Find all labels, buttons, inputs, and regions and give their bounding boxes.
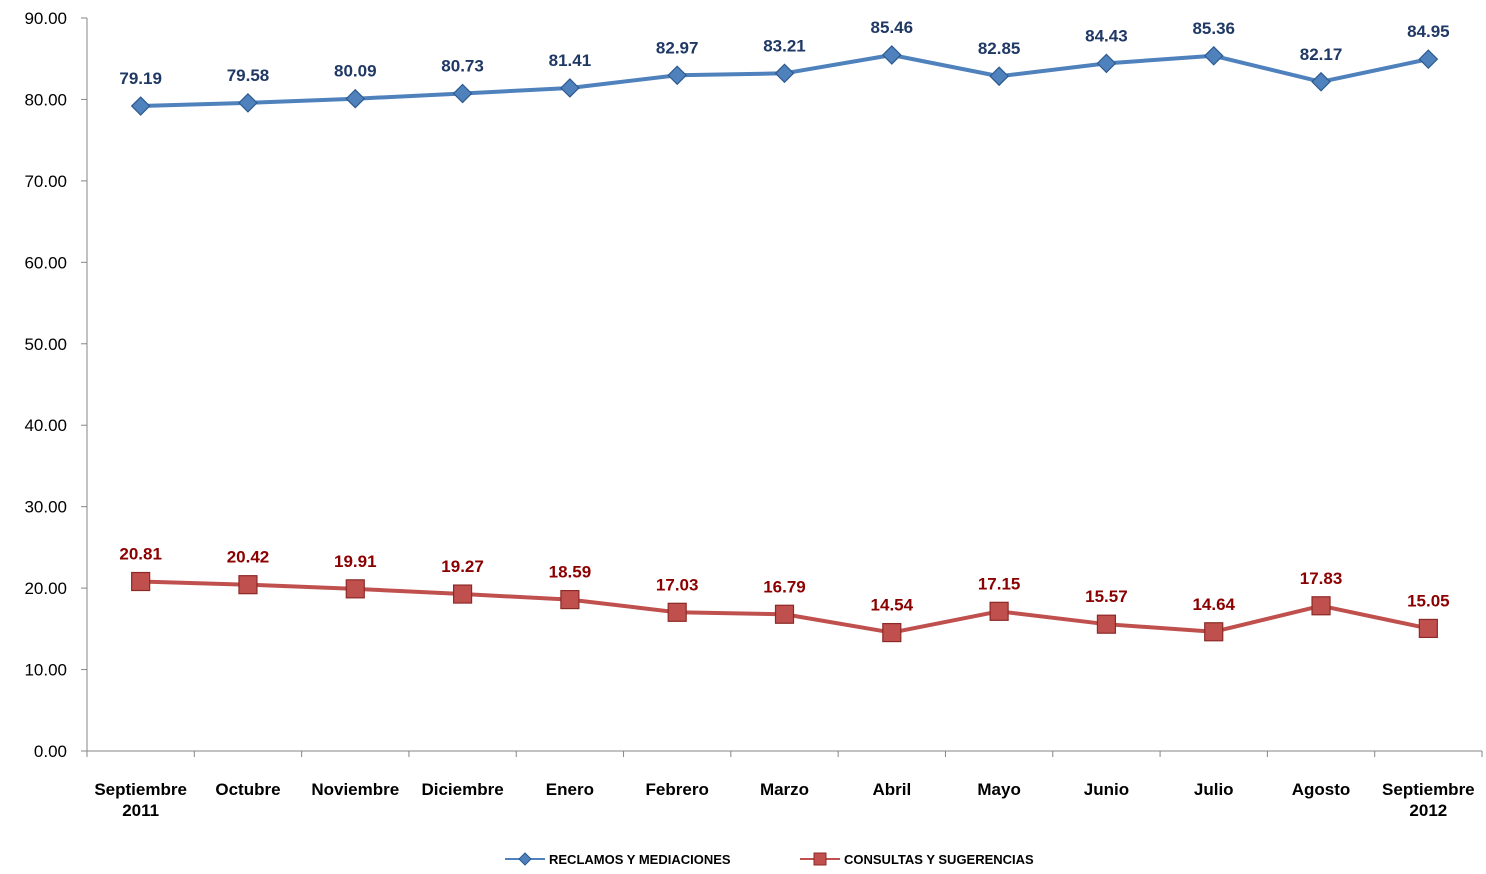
x-tick-label: Junio	[1084, 780, 1129, 799]
data-label: 14.54	[871, 596, 914, 615]
y-tick-label: 0.00	[34, 742, 67, 761]
data-label: 16.79	[763, 577, 806, 596]
data-label: 15.05	[1407, 591, 1450, 610]
y-tick-label: 60.00	[24, 253, 67, 272]
data-label: 81.41	[549, 51, 592, 70]
data-label: 79.19	[119, 69, 162, 88]
data-label: 84.43	[1085, 26, 1128, 45]
data-point	[881, 45, 902, 65]
x-tick-label: Diciembre	[421, 780, 503, 799]
axes: 0.00 10.00 20.00 30.00 40.00 50.00 60.00 70.00 8…	[24, 9, 1483, 820]
x-tick-label: Octubre	[215, 780, 280, 799]
x-tick-label: Abril	[872, 780, 911, 799]
data-label: 19.27	[441, 557, 484, 576]
data-point	[1311, 596, 1331, 616]
data-point	[345, 88, 366, 109]
x-tick-label: Julio	[1194, 780, 1234, 799]
data-label: 83.21	[763, 36, 806, 55]
data-point	[1204, 622, 1224, 642]
data-label: 17.03	[656, 575, 699, 594]
legend-label: CONSULTAS Y SUGERENCIAS	[844, 852, 1034, 867]
data-point	[667, 602, 687, 622]
data-point	[131, 571, 151, 592]
x-tick-label: Enero	[546, 780, 594, 799]
series-layer: 79.19 79.58 80.09 80.73 81.41 82.97 83.21 85.46…	[119, 18, 1450, 643]
x-tick-label: Marzo	[760, 780, 809, 799]
data-label: 82.97	[656, 38, 699, 57]
data-label: 15.57	[1085, 587, 1128, 606]
data-label: 84.95	[1407, 22, 1450, 41]
data-point	[989, 66, 1009, 87]
x-tick-label: Mayo	[977, 780, 1020, 799]
legend-entry: RECLAMOS Y MEDIACIONES	[505, 852, 731, 867]
data-point	[238, 93, 258, 113]
data-label: 20.81	[119, 545, 162, 564]
legend-entry: CONSULTAS Y SUGERENCIAS	[800, 852, 1034, 867]
data-point	[1096, 53, 1117, 74]
data-point	[560, 78, 580, 98]
data-point	[452, 83, 473, 104]
y-tick-label: 10.00	[24, 661, 67, 680]
y-tick-label: 20.00	[24, 579, 67, 598]
legend-marker	[518, 852, 532, 866]
data-point	[130, 96, 151, 116]
data-label: 82.17	[1300, 45, 1343, 64]
legend: RECLAMOS Y MEDIACIONES CONSULTAS Y SUGERE…	[505, 852, 1034, 867]
data-label: 18.59	[549, 563, 592, 582]
data-label: 85.36	[1192, 19, 1235, 38]
data-point	[774, 604, 795, 624]
data-point	[667, 65, 688, 86]
y-tick-label: 30.00	[24, 498, 67, 517]
data-label: 80.73	[441, 56, 484, 75]
y-tick-label: 50.00	[24, 335, 67, 354]
y-tick-label: 80.00	[24, 90, 67, 109]
data-point	[774, 63, 795, 84]
data-point	[452, 584, 473, 604]
data-label: 17.83	[1300, 569, 1343, 588]
data-point	[345, 579, 365, 599]
data-label: 19.91	[334, 552, 377, 571]
x-tick-label: Noviembre	[311, 780, 399, 799]
data-label: 82.85	[978, 39, 1021, 58]
data-point	[238, 575, 258, 595]
data-label: 85.46	[871, 18, 914, 37]
series-2: 20.81 20.42 19.91 19.27 18.59 17.03 16.79 14.54…	[119, 545, 1450, 643]
data-point	[1096, 614, 1117, 634]
data-point	[989, 601, 1009, 621]
x-tick-label: Septiembre 2012	[1382, 780, 1475, 820]
data-label: 14.64	[1192, 595, 1235, 614]
y-tick-label: 40.00	[24, 416, 67, 435]
data-label: 79.58	[227, 66, 270, 85]
data-label: 20.42	[227, 548, 270, 567]
x-tick-label: Septiembre 2011	[94, 780, 187, 820]
legend-label: RECLAMOS Y MEDIACIONES	[549, 852, 731, 867]
data-point	[1203, 45, 1224, 66]
x-tick-label: Febrero	[646, 780, 709, 799]
data-point	[560, 589, 580, 610]
x-tick-label: Agosto	[1292, 780, 1351, 799]
y-tick-label: 90.00	[24, 9, 67, 28]
data-label: 17.15	[978, 574, 1021, 593]
data-point	[1418, 49, 1439, 69]
series-1: 79.19 79.58 80.09 80.73 81.41 82.97 83.21 85.46…	[119, 18, 1450, 116]
data-point	[882, 622, 902, 643]
data-point	[1311, 71, 1331, 92]
data-label: 80.09	[334, 62, 377, 81]
legend-marker	[813, 852, 827, 866]
data-point	[1418, 618, 1438, 639]
y-tick-label: 70.00	[24, 172, 67, 191]
